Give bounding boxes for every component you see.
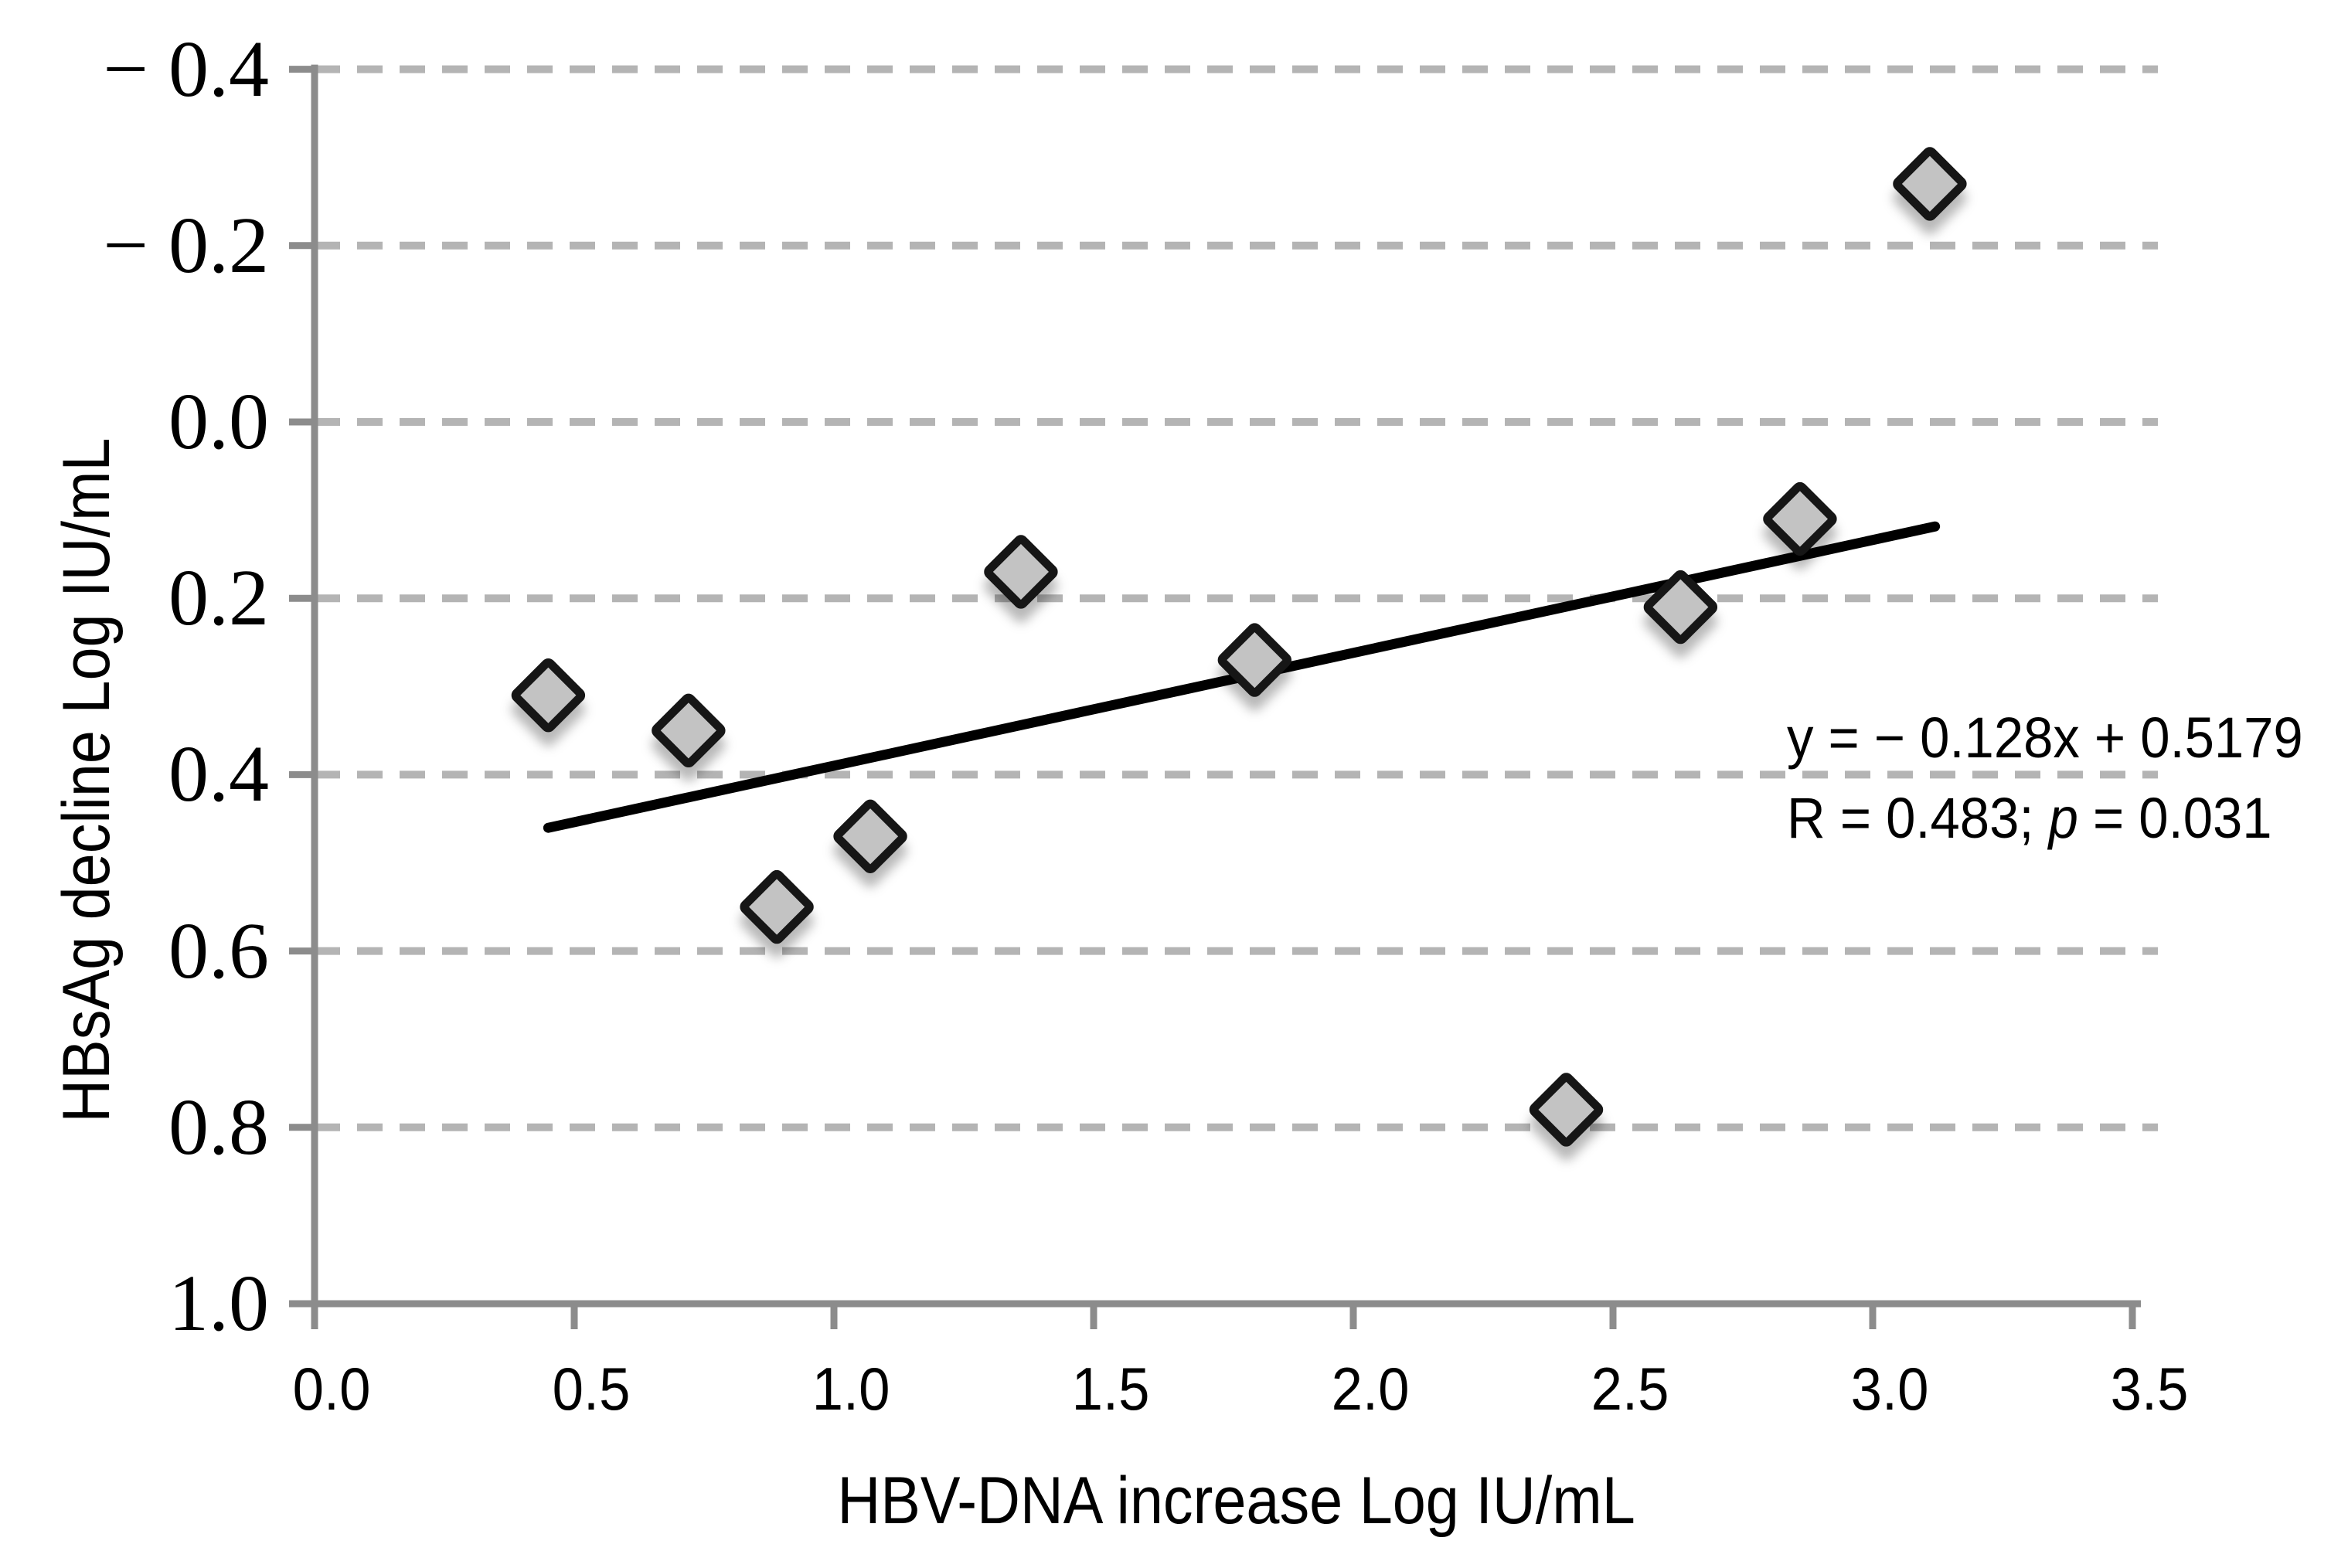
gridlines-group bbox=[315, 65, 2158, 1131]
data-point bbox=[1529, 1073, 1604, 1147]
y-tick-label: 0.8 bbox=[168, 1082, 269, 1172]
x-axis-title-text: HBV-DNA increase Log IU/mL bbox=[837, 1464, 1636, 1538]
data-point-marker bbox=[1763, 481, 1837, 556]
x-tick-label: 0.0 bbox=[292, 1355, 371, 1423]
x-axis-title: HBV-DNA increase Log IU/mL bbox=[464, 1456, 2009, 1546]
y-tick-label: 0.4 bbox=[168, 730, 269, 819]
y-axis-title: HBsAg decline Log IU/mL bbox=[36, 85, 137, 1476]
data-point bbox=[511, 658, 586, 733]
annotation-line-1: y = − 0.128x + 0.5179 bbox=[1787, 706, 2303, 770]
axes-group bbox=[289, 64, 2141, 1329]
data-point bbox=[1893, 147, 1967, 221]
data-point bbox=[740, 869, 814, 944]
y-tick-label: − 0.2 bbox=[103, 200, 269, 290]
data-point bbox=[1643, 570, 1718, 645]
data-point-marker bbox=[984, 535, 1058, 609]
data-point bbox=[1763, 481, 1837, 556]
x-tick-label: 2.0 bbox=[1331, 1355, 1410, 1423]
data-point-marker bbox=[1217, 623, 1292, 697]
x-tick-label: 1.5 bbox=[1071, 1355, 1150, 1423]
y-tick-label: − 0.4 bbox=[103, 24, 269, 114]
data-point-marker bbox=[652, 693, 726, 768]
data-point-marker bbox=[1529, 1073, 1604, 1147]
data-point-marker bbox=[740, 869, 814, 944]
x-tick-label: 3.5 bbox=[2110, 1355, 2189, 1423]
y-tick-label: 0.0 bbox=[168, 377, 269, 466]
data-point bbox=[833, 799, 907, 873]
data-point bbox=[984, 535, 1058, 609]
data-point bbox=[1217, 623, 1292, 697]
data-point-marker bbox=[1893, 147, 1967, 221]
x-tick-label: 0.5 bbox=[552, 1355, 631, 1423]
x-tick-label: 1.0 bbox=[812, 1355, 890, 1423]
y-axis-title-text: HBsAg decline Log IU/mL bbox=[49, 437, 124, 1124]
data-point-marker bbox=[511, 658, 586, 733]
data-points-group bbox=[511, 147, 1967, 1147]
y-tick-label: 0.2 bbox=[168, 553, 269, 643]
x-tick-label: 3.0 bbox=[1850, 1355, 1929, 1423]
y-tick-label: 1.0 bbox=[168, 1259, 269, 1348]
regression-annotation: y = − 0.128x + 0.5179 R = 0.483; p = 0.0… bbox=[1787, 698, 2342, 859]
y-tick-label: 0.6 bbox=[168, 906, 269, 995]
data-point-marker bbox=[1643, 570, 1718, 645]
annotation-line-2: R = 0.483; p = 0.031 bbox=[1787, 786, 2272, 850]
data-point bbox=[652, 693, 726, 768]
data-point-marker bbox=[833, 799, 907, 873]
x-tick-label: 2.5 bbox=[1591, 1355, 1669, 1423]
